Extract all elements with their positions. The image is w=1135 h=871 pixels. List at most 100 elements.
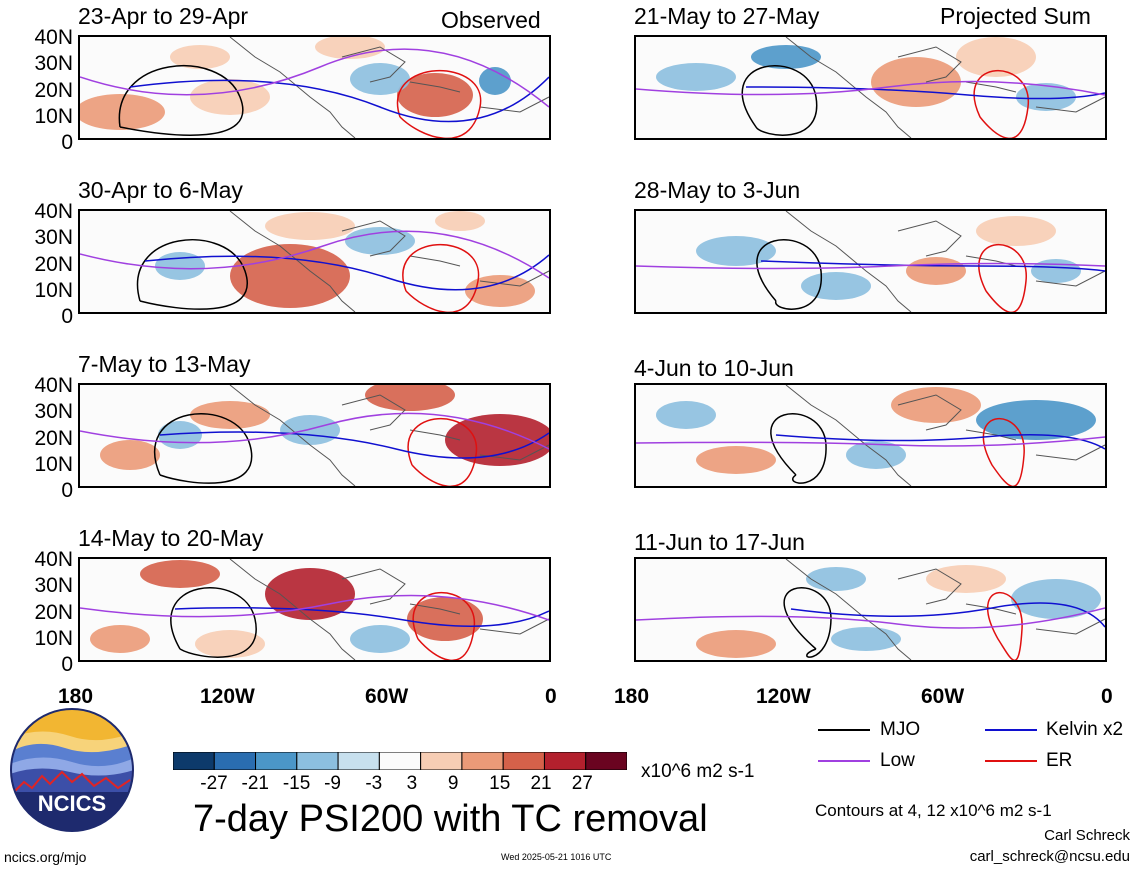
y-tick-label: 0 xyxy=(61,131,73,155)
observed-label: Observed xyxy=(441,7,541,33)
contour-blue xyxy=(174,607,549,627)
contour-purple xyxy=(80,230,549,279)
colorbar-swatch xyxy=(543,751,587,771)
colorbar-label: 27 xyxy=(571,773,593,794)
contour-blue xyxy=(760,260,1105,272)
colorbar-label: -15 xyxy=(282,773,311,794)
contour-red xyxy=(412,591,475,660)
logo-text: NCICS xyxy=(37,791,107,816)
panel-title-right-2: 28-May to 3-Jun xyxy=(634,177,801,203)
anomaly-shading xyxy=(696,630,776,658)
contour-red xyxy=(973,69,1029,138)
colorbar-label: 15 xyxy=(489,773,511,794)
legend-kelvin-swatch xyxy=(985,729,1037,731)
colorbar-swatch xyxy=(255,751,298,771)
y-tick-label: 20N xyxy=(34,252,73,276)
y-tick-label: 30N xyxy=(34,574,73,598)
x-tick-left-0: 0 xyxy=(545,685,557,708)
y-tick-label: 30N xyxy=(34,52,73,76)
anomaly-shading xyxy=(801,272,871,300)
colorbar-label: 21 xyxy=(530,773,552,794)
anomaly-shading xyxy=(1031,259,1081,283)
anomaly-shading xyxy=(479,67,511,95)
main-title: 7-day PSI200 with TC removal xyxy=(193,798,708,840)
coastline xyxy=(785,385,1105,486)
y-tick-label: 0 xyxy=(61,653,73,677)
projected-sum-label: Projected Sum xyxy=(940,3,1091,29)
anomaly-shading xyxy=(846,441,906,469)
timestamp: Wed 2025-05-21 1016 UTC xyxy=(501,852,612,862)
anomaly-shading xyxy=(140,560,220,588)
y-tick-label: 30N xyxy=(34,400,73,424)
anomaly-shading xyxy=(190,79,270,115)
panel-title-left-3: 7-May to 13-May xyxy=(78,351,251,377)
y-tick-label: 30N xyxy=(34,226,73,250)
colorbar-swatch xyxy=(296,751,339,771)
legend-mjo-label: MJO xyxy=(880,719,921,740)
legend-low-label: Low xyxy=(880,750,915,771)
colorbar-swatch xyxy=(420,751,463,771)
map-panel-left-2 xyxy=(78,209,551,314)
coastline xyxy=(229,559,549,660)
y-tick-label: 10N xyxy=(34,104,73,128)
map-panel-right-3 xyxy=(634,383,1107,488)
anomaly-shading xyxy=(445,414,549,466)
x-tick-right-180: 180 xyxy=(614,685,650,708)
contour-purple xyxy=(80,594,549,621)
anomaly-shading xyxy=(195,630,265,658)
contour-black xyxy=(783,587,832,658)
anomaly-shading xyxy=(976,400,1096,440)
y-tick-label: 20N xyxy=(34,600,73,624)
x-tick-left-180: 180 xyxy=(58,685,94,708)
colorbar-swatch xyxy=(172,751,215,771)
colorbar-label: -3 xyxy=(365,773,383,794)
site-link[interactable]: ncics.org/mjo xyxy=(4,849,87,865)
legend-mjo-swatch xyxy=(818,729,870,731)
map-panel-left-4 xyxy=(78,557,551,662)
colorbar-label: -9 xyxy=(324,773,341,794)
contour-black xyxy=(136,239,248,310)
anomaly-shading xyxy=(926,565,1006,593)
anomaly-shading xyxy=(397,73,473,117)
legend-low-swatch xyxy=(818,760,870,762)
legend-kelvin-label: Kelvin x2 xyxy=(1046,719,1124,740)
panel-title-right-1: 21-May to 27-May xyxy=(634,3,820,29)
anomaly-shading xyxy=(891,387,981,423)
map-panel-left-1 xyxy=(78,35,551,140)
anomaly-shading xyxy=(435,211,485,231)
anomaly-shading xyxy=(280,415,340,445)
y-tick-label: 40N xyxy=(34,26,73,49)
contour-purple xyxy=(636,607,1105,629)
colorbar-units: x10^6 m2 s-1 xyxy=(641,761,755,782)
colorbar-swatch xyxy=(461,751,504,771)
contour-purple xyxy=(80,48,549,108)
contour-black xyxy=(118,65,244,136)
contour-red xyxy=(978,244,1027,312)
anomaly-shading xyxy=(696,236,776,266)
coastline xyxy=(229,37,549,138)
anomaly-shading xyxy=(656,401,716,429)
anomaly-shading xyxy=(871,57,961,107)
anomaly-shading xyxy=(350,625,410,653)
anomaly-shading xyxy=(656,63,736,91)
anomaly-shading xyxy=(230,244,350,308)
x-tick-left-60w: 60W xyxy=(365,685,409,708)
legend-er-label: ER xyxy=(1046,750,1073,771)
contour-black xyxy=(770,413,827,484)
contour-red xyxy=(407,417,478,486)
contour-red xyxy=(986,592,1023,660)
contour-blue xyxy=(775,434,1105,450)
anomaly-shading xyxy=(190,401,270,429)
contour-note: Contours at 4, 12 x10^6 m2 s-1 xyxy=(815,801,1052,820)
anomaly-shading xyxy=(407,597,483,641)
panel-title-left-2: 30-Apr to 6-May xyxy=(78,177,243,203)
anomaly-shading xyxy=(696,446,776,474)
coastline xyxy=(229,385,549,486)
map-panel-left-3 xyxy=(78,383,551,488)
map-panel-right-2 xyxy=(634,209,1107,314)
contour-purple xyxy=(636,262,1105,270)
anomaly-shading xyxy=(265,568,355,620)
colorbar-swatch xyxy=(213,751,257,771)
anomaly-shading xyxy=(906,257,966,285)
contour-blue xyxy=(745,86,1105,100)
